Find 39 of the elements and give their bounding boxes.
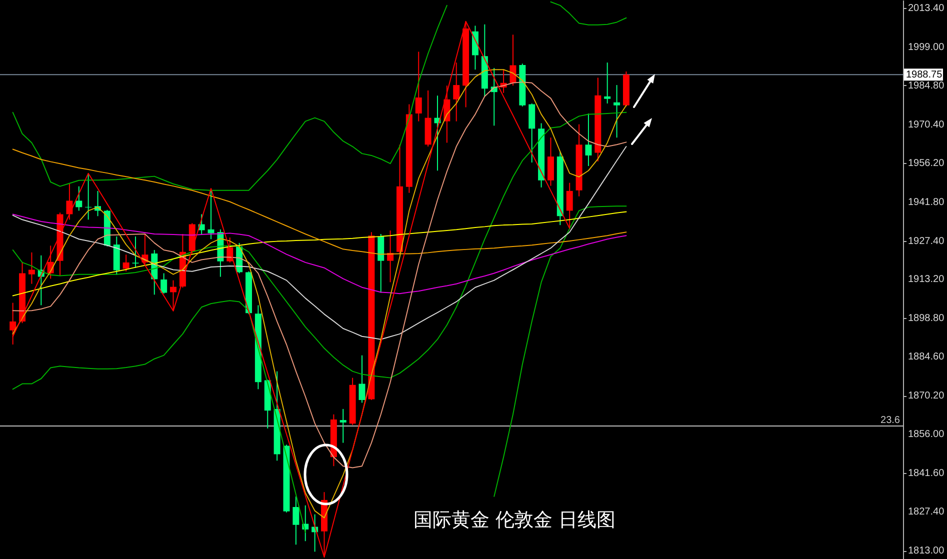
candlestick <box>453 62 460 122</box>
candlestick <box>85 172 92 220</box>
y-tick-label: 1870.20 <box>908 390 945 402</box>
y-tick-label: 1927.40 <box>908 236 945 247</box>
y-tick-label: 1956.20 <box>908 158 945 169</box>
y-tick-label: 1841.60 <box>908 468 945 480</box>
y-tick-label: 1898.80 <box>908 313 945 324</box>
candlestick <box>76 186 82 212</box>
ref-line-label: 1988.75 <box>906 70 943 81</box>
candlestick <box>604 62 611 104</box>
y-tick-label: 2013.40 <box>908 2 945 14</box>
y-tick-label: 1884.60 <box>908 352 945 363</box>
candlestick <box>28 252 35 284</box>
candlestick <box>122 254 130 272</box>
annotation: 23.6 <box>880 415 900 426</box>
y-tick-label: 1827.40 <box>908 506 945 518</box>
candlestick <box>415 51 422 122</box>
y-tick-label: 1941.80 <box>908 196 945 208</box>
y-tick-label: 1813.00 <box>908 546 945 557</box>
line-series <box>12 146 627 340</box>
y-tick-label: 1970.40 <box>908 119 945 130</box>
candlestick <box>160 272 168 294</box>
y-tick-label: 1913.20 <box>908 274 945 286</box>
candlestick <box>132 236 139 268</box>
y-tick-label: 1856.00 <box>908 429 945 440</box>
y-tick-label: 1984.80 <box>908 80 945 92</box>
candlestick <box>66 183 73 220</box>
candlestick <box>585 112 592 167</box>
candlestick <box>340 408 346 444</box>
candlestick <box>358 354 366 404</box>
candlestick <box>547 137 554 186</box>
line-series <box>12 112 627 378</box>
y-tick-label: 1999.00 <box>908 42 945 53</box>
candlestick <box>170 280 176 312</box>
candlestick <box>510 34 516 86</box>
candlestick <box>614 84 620 138</box>
candlestick <box>472 25 478 70</box>
candlestick <box>292 496 300 546</box>
text: 国际黄金 伦敦金 日线图 <box>414 508 616 531</box>
